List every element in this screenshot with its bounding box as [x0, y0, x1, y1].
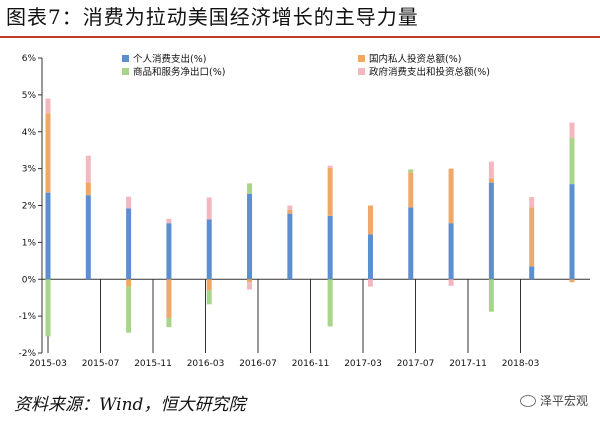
bar-segment-government [367, 279, 373, 287]
bar-segment-net-exports [569, 138, 575, 185]
bar-segment-investment [247, 279, 253, 283]
x-tick-label: 2015-11 [134, 359, 172, 369]
bar-segment-consumption [45, 192, 51, 280]
y-axis: -2% -1% 0% 1% 2% 3% 4% 5% 6% [18, 54, 43, 359]
bar-segment-government [529, 197, 535, 208]
bar-segment-consumption [448, 223, 454, 280]
legend-label: 个人消费支出(%) [133, 53, 206, 65]
legend-swatch [122, 55, 129, 62]
legend-label: 商品和服务净出口(%) [133, 66, 225, 78]
bar-segment-consumption [488, 182, 494, 280]
legend-swatch [122, 68, 129, 75]
legend-item-government: 政府消费支出和投资总额(%) [358, 66, 490, 78]
x-tick-label: 2015-03 [29, 359, 67, 369]
bar-segment-investment [45, 113, 51, 193]
x-tick-label: 2016-03 [187, 359, 225, 369]
x-tick-label: 2018-03 [502, 359, 540, 369]
bar-segment-government [488, 161, 494, 179]
x-tick-label: 2017-07 [397, 359, 435, 369]
x-tick-label: 2015-07 [82, 359, 120, 369]
legend-label: 政府消费支出和投资总额(%) [369, 66, 490, 78]
bar-segment-government [448, 279, 454, 286]
bar-segment-consumption [126, 208, 132, 280]
legend-swatch [358, 55, 365, 62]
bar-segment-net-exports [206, 290, 212, 305]
bar-segment-government [247, 282, 253, 290]
x-tick-label: 2016-11 [292, 359, 330, 369]
wechat-icon [519, 394, 536, 407]
x-tick-label: 2016-07 [239, 359, 277, 369]
y-tick-label: 6% [22, 54, 37, 64]
bar-segment-investment [126, 279, 132, 287]
y-tick-label: 3% [22, 165, 37, 175]
legend-swatch [358, 68, 365, 75]
bar-segment-investment [529, 207, 535, 267]
y-tick-label: -1% [18, 312, 36, 322]
bar-segment-consumption [367, 234, 373, 280]
bar-segment-net-exports [327, 279, 333, 327]
bar-segment-investment [488, 178, 494, 183]
legend-label: 国内私人投资总额(%) [369, 53, 461, 65]
bar-segment-consumption [327, 215, 333, 280]
y-tick-label: 1% [22, 238, 37, 248]
stacked-bar-chart: -2%-1%0%1%2%3%4%5%6% 2015-03 2015-07 2015-… [18, 53, 590, 369]
brand-name: 泽平宏观 [539, 394, 588, 408]
bar-segment-investment [287, 209, 293, 214]
bar-segment-government [166, 218, 172, 224]
bar-segment-consumption [85, 195, 91, 280]
bar-segment-net-exports [488, 279, 494, 312]
bar-segment-government [126, 196, 132, 209]
bar-segment-government [206, 197, 212, 220]
y-tick-label: -2% [18, 349, 36, 359]
bar-segment-investment [166, 279, 172, 318]
bar-segment-net-exports [126, 286, 132, 333]
bars [45, 98, 575, 337]
legend: 个人消费支出(%) 国内私人投资总额(%) 商品和服务净出口(%) 政府消费支出和投资… [122, 53, 490, 78]
bar-segment-consumption [247, 193, 253, 280]
bar-segment-net-exports [408, 169, 414, 173]
bar-segment-investment [327, 167, 333, 216]
bar-segment-consumption [206, 219, 212, 280]
bar-segment-consumption [529, 266, 535, 280]
y-tick-label: 4% [22, 128, 37, 138]
bar-segment-investment [85, 182, 91, 196]
bar-segment-investment [367, 205, 373, 235]
bar-segment-government [85, 155, 91, 183]
bar-segment-investment [206, 279, 212, 291]
bar-segment-net-exports [166, 317, 172, 328]
bar-segment-government [45, 98, 51, 114]
bar-segment-net-exports [45, 279, 51, 337]
title-divider [0, 36, 600, 38]
y-tick-label: 5% [22, 91, 37, 101]
legend-item-net-exports: 商品和服务净出口(%) [122, 66, 225, 78]
x-tick-label: 2017-03 [344, 359, 382, 369]
x-axis: 2015-03 2015-07 2015-11 2016-03 2016-07 2016-… [29, 278, 590, 369]
bar-segment-consumption [166, 223, 172, 280]
legend-item-consumption: 个人消费支出(%) [122, 53, 206, 65]
y-tick-label: 2% [22, 202, 37, 212]
y-tick-label: 0% [22, 275, 37, 285]
bar-segment-investment [448, 168, 454, 224]
x-tick-label: 2017-11 [449, 359, 487, 369]
bar-segment-investment [408, 172, 414, 208]
bar-segment-government [287, 205, 293, 210]
bar-segment-government [569, 122, 575, 139]
bar-segment-consumption [287, 213, 293, 280]
legend-item-investment: 国内私人投资总额(%) [358, 53, 461, 65]
bar-segment-consumption [569, 184, 575, 280]
chart-title: 图表7：消费为拉动美国经济增长的主导力量 [6, 5, 419, 29]
bar-segment-government [327, 165, 333, 168]
bar-segment-consumption [408, 207, 414, 280]
bar-segment-investment [569, 279, 575, 283]
source-note: 资料来源：Wind，恒大研究院 [14, 395, 246, 415]
brand-mark: 泽平宏观 [519, 392, 588, 409]
bar-segment-net-exports [247, 183, 253, 194]
